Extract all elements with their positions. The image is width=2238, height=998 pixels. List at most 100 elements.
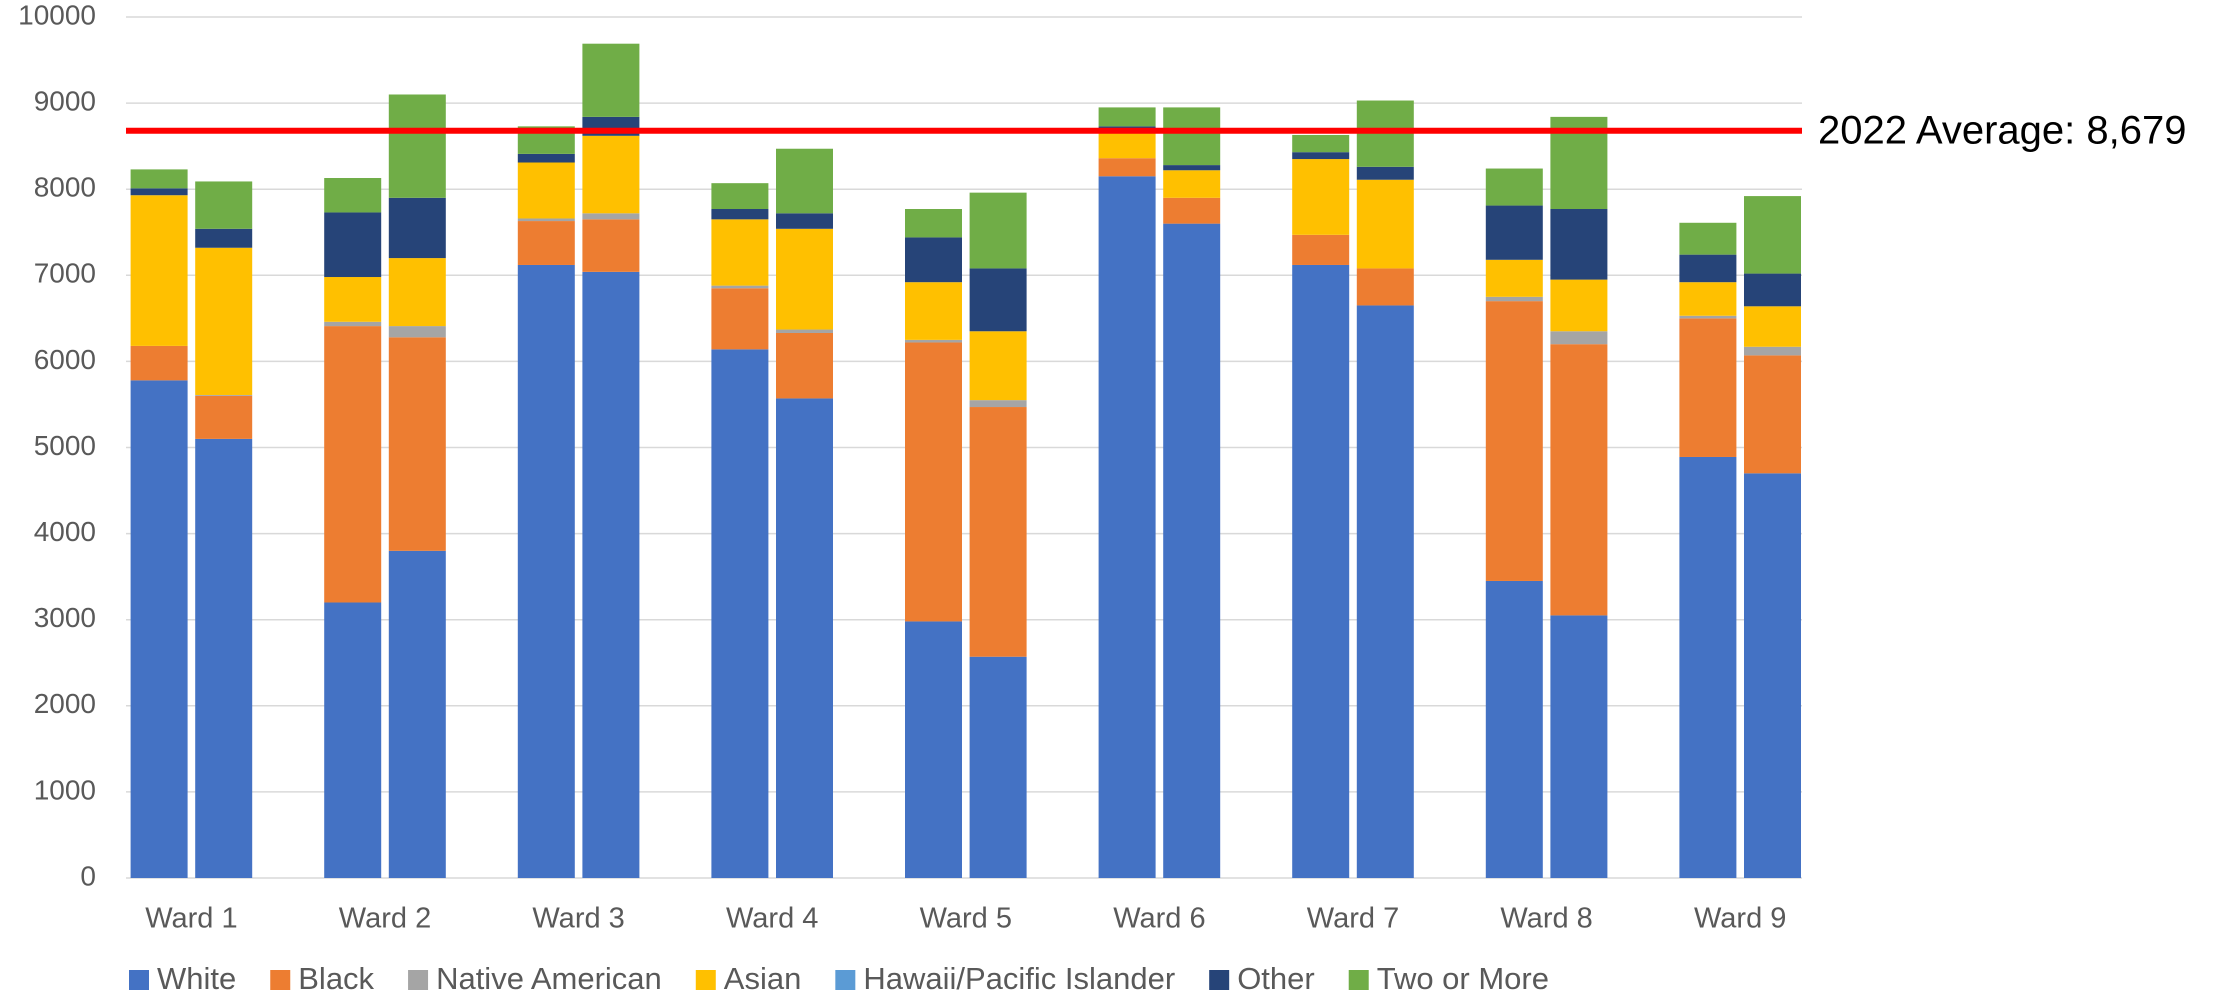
bar-segment <box>1163 170 1221 198</box>
legend-label: Asian <box>724 961 802 996</box>
bar-segment <box>517 153 575 163</box>
bar-segment <box>1485 259 1543 297</box>
bar-segment <box>1098 107 1156 127</box>
legend-label: Native American <box>436 961 662 996</box>
bar-segment <box>711 183 769 210</box>
bar-segment <box>1292 152 1350 160</box>
bar-segment <box>1485 580 1543 878</box>
bar-segment <box>1356 268 1414 306</box>
bar-segment <box>582 43 640 117</box>
bar-segment <box>1098 176 1156 878</box>
bar-segment <box>969 268 1027 332</box>
bar-segment <box>1744 473 1801 878</box>
bar-segment <box>1163 197 1221 224</box>
bar-segment <box>388 337 446 551</box>
bar-segment <box>1485 205 1543 260</box>
bar-segment <box>1744 346 1801 356</box>
legend-swatch <box>1209 970 1230 990</box>
bar-segment <box>969 192 1027 269</box>
bar-segment <box>324 178 382 213</box>
legend-swatch <box>835 970 856 990</box>
x-tick-label: Ward 3 <box>532 903 624 935</box>
bar-segment <box>1679 456 1737 878</box>
bar-segment <box>388 326 446 338</box>
bar-segment <box>1679 318 1737 457</box>
bar-segment <box>517 162 575 219</box>
bar-segment <box>1679 222 1737 255</box>
bar-segment <box>1550 344 1608 616</box>
bar-segment <box>195 395 253 439</box>
bar-segment <box>1163 107 1221 166</box>
bar-segment <box>130 345 188 381</box>
bar-segment <box>1679 315 1737 319</box>
bar-segment <box>195 394 253 396</box>
bar-segment <box>1098 158 1156 177</box>
bar-segment <box>1550 615 1608 878</box>
bar-segment <box>1550 331 1608 345</box>
bar-segment <box>711 288 769 350</box>
bar-segment <box>969 656 1027 878</box>
legend-label: Other <box>1237 961 1315 996</box>
bar-segment <box>711 285 769 289</box>
x-tick-label: Ward 4 <box>726 903 818 935</box>
x-tick-label: Ward 2 <box>339 903 431 935</box>
bar-segment <box>1679 282 1737 316</box>
bar-segment <box>582 135 640 214</box>
bar-segment <box>130 195 188 346</box>
bar-segment <box>517 264 575 878</box>
x-tick-label: Ward 7 <box>1307 903 1399 935</box>
legend-label: Two or More <box>1377 961 1549 996</box>
y-tick-label: 6000 <box>34 344 96 375</box>
x-tick-label: Ward 5 <box>920 903 1012 935</box>
bar-segment <box>582 219 640 272</box>
bar-segment <box>905 339 962 343</box>
reference-label: 2022 Average: 8,679 <box>1818 108 2186 152</box>
x-tick-label: Ward 1 <box>145 903 237 935</box>
legend-swatch <box>270 970 291 990</box>
bar-segment <box>1292 264 1350 878</box>
bar-segment <box>324 321 382 327</box>
bar-segment <box>776 228 833 330</box>
bar-segment <box>1356 166 1414 180</box>
bar-segment <box>324 212 382 278</box>
bar-segment <box>1744 196 1801 274</box>
bar-segment <box>517 218 575 222</box>
legend-swatch <box>695 970 716 990</box>
bar-segment <box>1485 296 1543 302</box>
bar-segment <box>195 228 253 248</box>
y-tick-label: 1000 <box>34 774 96 805</box>
bar-segment <box>388 550 446 878</box>
bar-segment <box>1485 168 1543 206</box>
y-tick-label: 8000 <box>34 172 96 203</box>
legend-swatch <box>129 970 149 990</box>
x-tick-label: Ward 6 <box>1113 903 1205 935</box>
y-tick-label: 5000 <box>34 430 96 461</box>
x-tick-label: Ward 9 <box>1694 903 1786 935</box>
bar-segment <box>776 148 833 214</box>
legend-label: Black <box>298 961 374 996</box>
y-tick-label: 7000 <box>34 258 96 289</box>
legend-swatch <box>1348 970 1369 990</box>
bar-segment <box>776 398 833 878</box>
bar-segment <box>388 197 446 259</box>
bar-segment <box>1356 305 1414 878</box>
bar-segment <box>388 258 446 327</box>
y-tick-label: 0 <box>80 860 96 891</box>
bar-segment <box>969 331 1027 401</box>
bar-segment <box>582 213 640 220</box>
bar-segment <box>1679 254 1737 283</box>
legend-label: White <box>157 961 236 996</box>
bar-segment <box>1744 306 1801 347</box>
bar-segment <box>969 407 1027 657</box>
bar-segment <box>1292 234 1350 265</box>
bar-segment <box>905 342 962 622</box>
bar-segment <box>1550 279 1608 332</box>
bar-segment <box>1550 209 1608 280</box>
y-tick-label: 10000 <box>18 0 96 30</box>
bar-segment <box>324 277 382 322</box>
y-tick-label: 9000 <box>34 85 96 116</box>
bar-segment <box>776 332 833 399</box>
bar-segment <box>969 400 1027 408</box>
bar-segment <box>711 209 769 220</box>
